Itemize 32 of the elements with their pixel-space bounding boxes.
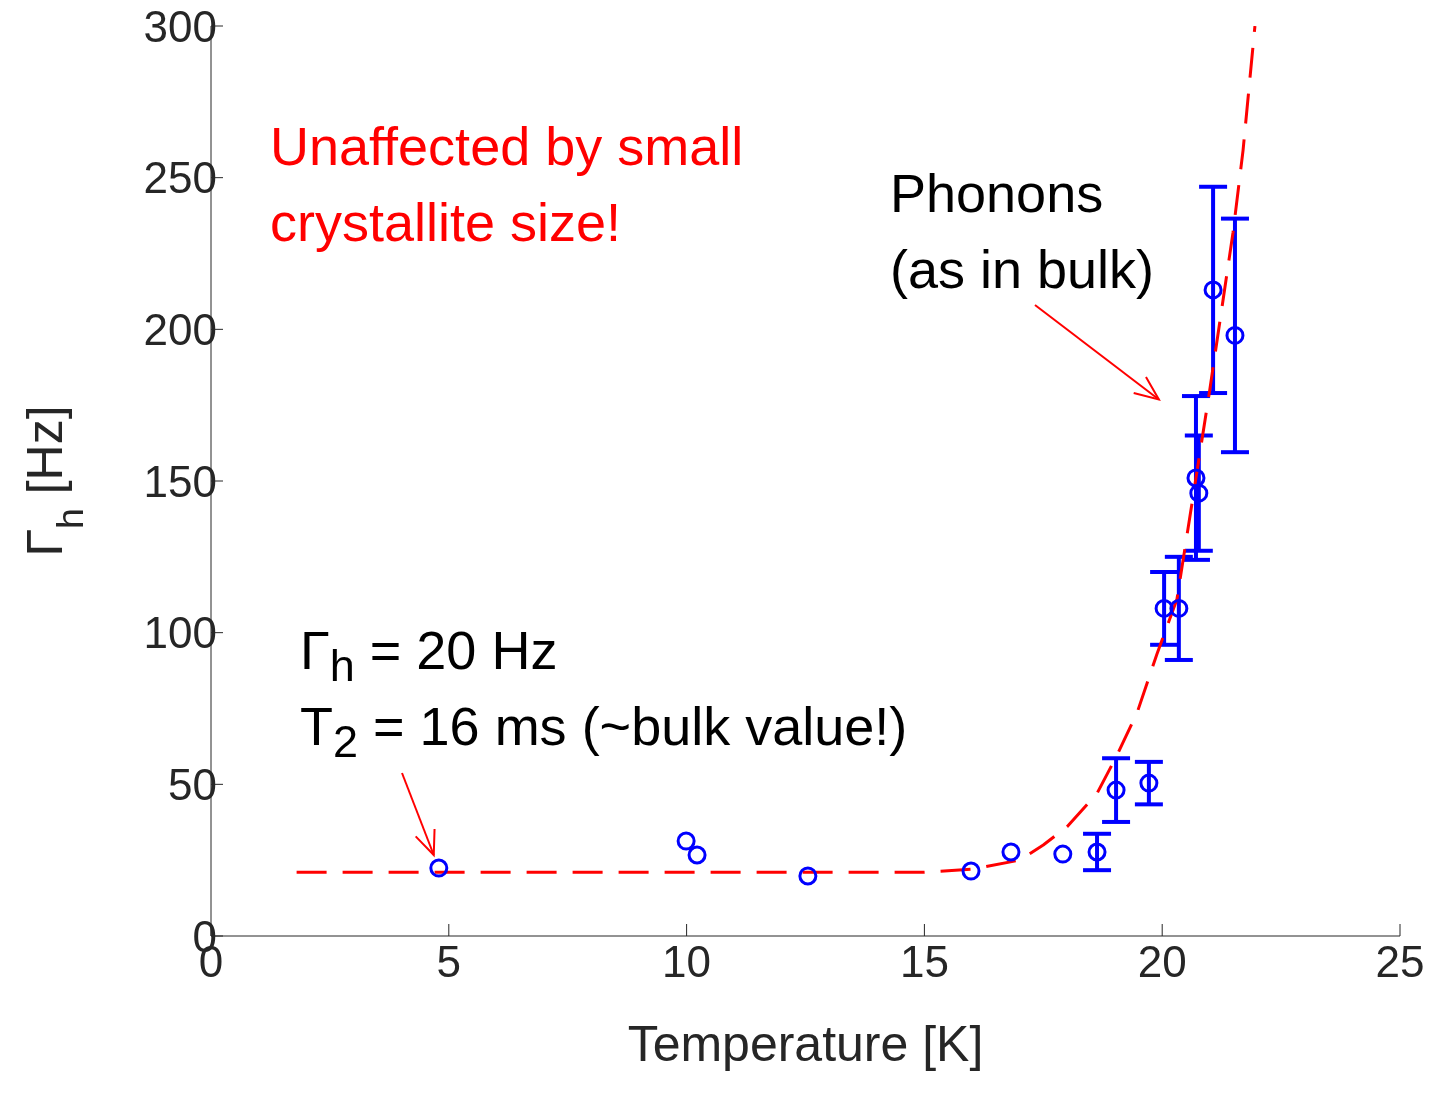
point [961, 861, 981, 881]
point [1186, 468, 1206, 488]
x-tick-label: 5 [436, 937, 462, 987]
point [1139, 773, 1159, 793]
annotation: Phonons (as in bulk) [890, 162, 1156, 301]
annotation: Unaffected by small crystallite size! [270, 115, 745, 254]
x-tick-label: 15 [899, 937, 949, 987]
x-tick-label: 10 [662, 937, 712, 987]
point [1225, 325, 1245, 345]
y-tick-label: 50 [168, 759, 217, 809]
point [798, 866, 818, 886]
annotation: T$_{2}$ = 16 ms (~bulk value!) [300, 696, 908, 767]
point [1087, 842, 1107, 862]
point [687, 845, 707, 865]
y-tick-label: 200 [143, 304, 217, 354]
point [1203, 280, 1223, 300]
y-tick-label: 250 [143, 153, 217, 203]
y-tick-label: 300 [143, 1, 217, 51]
point [1189, 483, 1209, 503]
point [1053, 844, 1073, 864]
point [676, 831, 696, 851]
x-tick-label: 20 [1137, 937, 1187, 987]
annotation: Γ$_{h}$ = 20 Hz [300, 620, 558, 691]
y-tick-label: 100 [143, 608, 217, 658]
point [1169, 598, 1189, 618]
x-axis-title: Temperature [K] [627, 1016, 984, 1072]
point [429, 858, 449, 878]
point [1154, 598, 1174, 618]
point [1106, 780, 1126, 800]
point [1001, 842, 1021, 862]
y-tick-label: 150 [143, 456, 217, 506]
x-tick-label: 25 [1375, 937, 1425, 987]
